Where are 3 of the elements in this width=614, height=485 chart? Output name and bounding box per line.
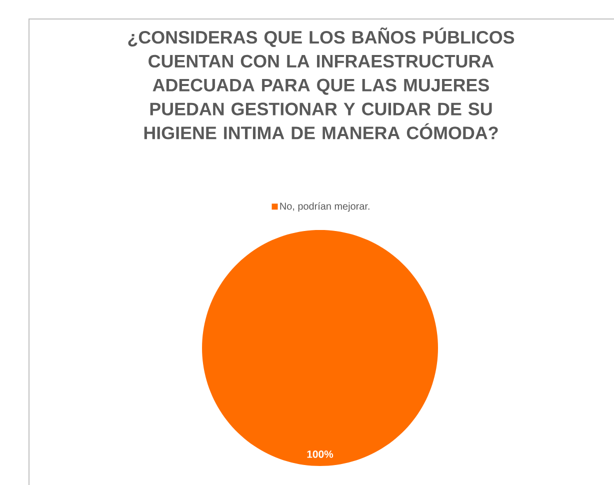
data-label: 100% bbox=[307, 450, 334, 458]
chart-title: ¿CONSIDERAS QUE LOS BAÑOS PÚBLICOS CUENTAN CON LA INFRAESTRUCTURA ADECUADA PARA QUE LAS MUJERES PUEDAN GESTIONAR Y CUIDAR DE SU HIGIENE INTIMA DE MANERA CÓMODA? bbox=[128, 28, 514, 140]
legend-label: No, podrían mejorar. bbox=[280, 202, 370, 212]
